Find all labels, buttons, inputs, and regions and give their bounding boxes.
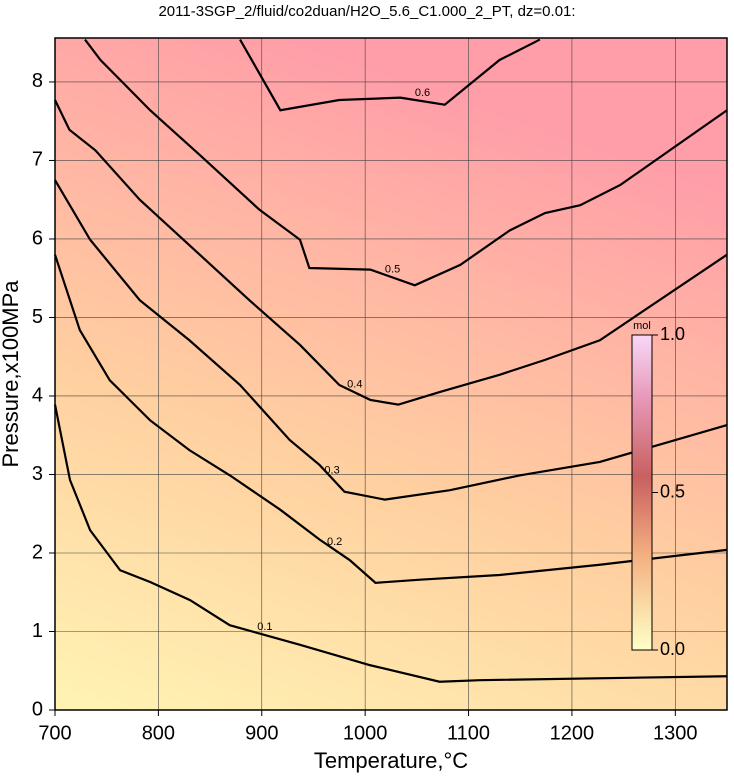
x-tick-label: 900 <box>245 722 278 744</box>
contour-line <box>84 38 728 287</box>
y-tick-label: 5 <box>32 306 43 328</box>
y-tick-label: 1 <box>32 620 43 642</box>
x-tick-label: 1100 <box>447 722 490 744</box>
contour-label: 0.6 <box>415 87 430 99</box>
y-axis-label: Pressure,x100MPa <box>0 280 23 468</box>
y-tick-label: 6 <box>32 227 43 249</box>
y-tick-label: 4 <box>32 384 43 406</box>
x-tick-label: 800 <box>142 722 175 744</box>
contour-line <box>53 404 728 683</box>
chart-title: 2011-3SGP_2/fluid/co2duan/H2O_5.6_C1.000… <box>158 3 575 20</box>
colorbar-tick-label: 0.0 <box>660 639 685 659</box>
colorbar-tick-label: 0.5 <box>660 481 685 501</box>
field <box>55 38 727 710</box>
contour-line <box>54 179 728 501</box>
contour-line <box>239 38 541 112</box>
contour-line <box>53 254 728 584</box>
x-tick-label: 1300 <box>653 722 698 744</box>
contour-label: 0.3 <box>324 464 339 476</box>
x-tick-label: 700 <box>38 722 71 744</box>
colorbar-label: mol <box>633 320 651 332</box>
contour-label: 0.4 <box>347 378 362 390</box>
contour-label: 0.1 <box>257 621 272 633</box>
x-tick-label: 1000 <box>343 722 388 744</box>
x-tick-label: 1200 <box>550 722 595 744</box>
y-tick-label: 2 <box>32 541 43 563</box>
contour-label: 0.5 <box>385 263 400 275</box>
y-tick-label: 8 <box>32 70 43 92</box>
colorbar-tick-label: 1.0 <box>660 324 685 344</box>
contour-line <box>54 99 728 406</box>
colorbar <box>631 334 653 651</box>
y-tick-label: 3 <box>32 463 43 485</box>
y-tick-label: 7 <box>32 149 43 171</box>
x-axis-label: Temperature,°C <box>314 748 468 773</box>
contour-label: 0.2 <box>327 536 342 548</box>
frame <box>54 37 728 711</box>
y-tick-label: 0 <box>32 698 43 720</box>
